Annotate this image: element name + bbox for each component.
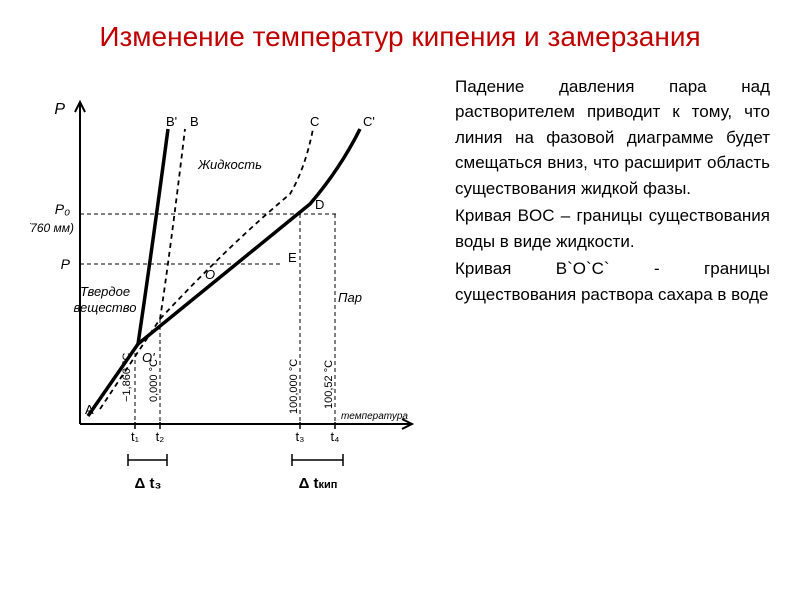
svg-text:Твердое: Твердое <box>80 284 130 299</box>
svg-text:B: B <box>190 114 199 129</box>
paragraph-2: Кривая BOC – границы существования воды … <box>455 203 770 254</box>
svg-text:D: D <box>315 197 324 212</box>
svg-text:P: P <box>61 256 71 272</box>
paragraph-3: Кривая B`O`C` - границы существования ра… <box>455 256 770 307</box>
content-row: P P₀ (760 мм) P t₁ t₂ t₃ t₄ температура … <box>30 74 770 514</box>
svg-text:100,000 °C: 100,000 °C <box>288 358 300 413</box>
svg-text:Пар: Пар <box>338 290 362 305</box>
svg-text:Δ t₃: Δ t₃ <box>135 475 162 492</box>
svg-text:t₁: t₁ <box>131 429 140 444</box>
svg-text:(760 мм): (760 мм) <box>30 221 74 235</box>
page-title: Изменение температур кипения и замерзани… <box>30 20 770 54</box>
svg-text:B': B' <box>166 114 177 129</box>
phase-diagram: P P₀ (760 мм) P t₁ t₂ t₃ t₄ температура … <box>30 74 435 514</box>
description-text: Падение давления пара над растворителем … <box>455 74 770 514</box>
svg-text:вещество: вещество <box>74 300 137 315</box>
svg-text:P₀: P₀ <box>55 201 70 217</box>
svg-text:100,52 °C: 100,52 °C <box>323 359 335 408</box>
svg-text:C': C' <box>363 114 375 129</box>
svg-text:O: O <box>205 267 215 282</box>
svg-text:Δ tкип: Δ tкип <box>299 475 338 492</box>
svg-text:t₂: t₂ <box>156 429 165 444</box>
svg-text:температура: температура <box>341 411 408 422</box>
svg-text:C: C <box>310 114 319 129</box>
svg-text:Жидкость: Жидкость <box>197 157 262 172</box>
svg-text:0,000 °C: 0,000 °C <box>148 359 160 402</box>
svg-text:−1,860 °C: −1,860 °C <box>121 352 133 401</box>
svg-text:t₃: t₃ <box>296 429 305 444</box>
svg-text:E: E <box>288 250 297 265</box>
paragraph-1: Падение давления пара над растворителем … <box>455 74 770 202</box>
y-axis-label: P <box>54 101 65 118</box>
svg-text:t₄: t₄ <box>331 429 340 444</box>
svg-text:A: A <box>85 402 94 417</box>
